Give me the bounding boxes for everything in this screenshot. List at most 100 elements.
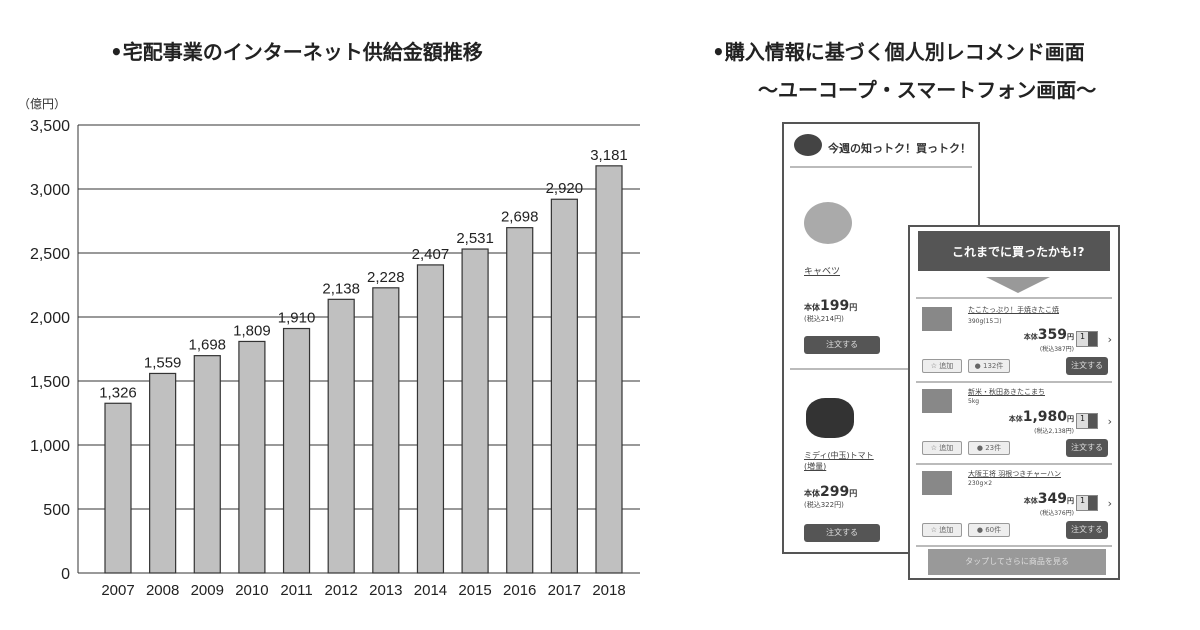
- weekly-header: 今週の知っトク！買っトク！: [828, 142, 971, 155]
- data-label: 2,407: [412, 246, 450, 263]
- price: 359: [1037, 327, 1067, 343]
- bar-2009: [193, 355, 221, 574]
- data-label: 1,698: [188, 337, 226, 354]
- item-name[interactable]: ミディ(中玉)トマト(増量): [804, 451, 874, 471]
- x-tick-label: 2008: [146, 582, 179, 599]
- item-name[interactable]: 大阪王将 羽根つきチャーハン: [968, 470, 1062, 478]
- x-tick-label: 2010: [235, 582, 268, 599]
- item-name[interactable]: たこたっぷり！手焼きたこ焼: [968, 306, 1059, 314]
- order-button[interactable]: 注文する: [1066, 521, 1108, 539]
- quantity-select[interactable]: 1: [1076, 495, 1098, 511]
- price-label: 本体: [1008, 415, 1023, 423]
- price-label: 本体: [1023, 497, 1038, 505]
- y-tick-label: 0: [61, 566, 70, 583]
- tax-price: (税込214円): [804, 315, 844, 323]
- arrow-down-icon: [986, 277, 1050, 293]
- yen: 円: [1067, 497, 1074, 505]
- data-label: 1,559: [144, 354, 182, 371]
- recommend-header-bar: これまでに買ったかも!?: [918, 231, 1110, 271]
- bar-2018: [595, 165, 623, 574]
- item-name[interactable]: キャベツ: [804, 267, 841, 277]
- mascot-icon: [794, 134, 822, 156]
- y-tick-label: 2,000: [30, 310, 70, 327]
- price: 349: [1037, 491, 1067, 507]
- yen: 円: [849, 489, 858, 498]
- data-label: 3,181: [590, 147, 628, 164]
- bar-2008: [149, 372, 177, 574]
- chevron-right-icon[interactable]: ›: [1107, 497, 1112, 510]
- item-size: 390g(15コ): [968, 318, 1002, 325]
- bar-2015: [461, 248, 489, 574]
- reviews-button[interactable]: ● 23件: [968, 441, 1010, 455]
- data-label: 2,531: [456, 230, 494, 247]
- bar-2010: [238, 340, 266, 574]
- product-image: [922, 307, 952, 331]
- x-tick-label: 2009: [191, 582, 224, 599]
- yen: 円: [849, 303, 858, 312]
- chevron-right-icon[interactable]: ›: [1107, 415, 1112, 428]
- x-tick-label: 2014: [414, 582, 447, 599]
- y-tick-label: 1,000: [30, 438, 70, 455]
- x-tick-label: 2018: [592, 582, 625, 599]
- y-tick-label: 2,500: [30, 246, 70, 263]
- reviews-button[interactable]: ● 132件: [968, 359, 1010, 373]
- chevron-right-icon[interactable]: ›: [1107, 333, 1112, 346]
- quantity-select[interactable]: 1: [1076, 413, 1098, 429]
- chart-title: •宅配事業のインターネット供給金額推移: [110, 40, 483, 64]
- bar-2007: [104, 402, 132, 574]
- quantity-select[interactable]: 1: [1076, 331, 1098, 347]
- price-label: 本体: [804, 489, 820, 498]
- yen: 円: [1067, 333, 1074, 341]
- bar-chart: （億円） 0 500 1,000 1,500 2,000 2,500 3,000 3,500 1,…: [18, 97, 640, 599]
- data-label: 1,809: [233, 322, 271, 339]
- item-name[interactable]: 新米・秋田あきたこまち: [968, 388, 1045, 396]
- y-tick-label: 1,500: [30, 374, 70, 391]
- data-label: 1,326: [99, 384, 137, 401]
- tax-price: (税込387円): [1039, 346, 1074, 353]
- x-tick-label: 2007: [101, 582, 134, 599]
- price-label: 本体: [1023, 333, 1038, 341]
- favorite-button[interactable]: ☆ 追加: [922, 441, 962, 455]
- order-button[interactable]: 注文する: [804, 336, 880, 354]
- y-tick-label: 3,000: [30, 182, 70, 199]
- reviews-count: 60件: [985, 526, 1002, 534]
- price-label: 本体: [804, 303, 820, 312]
- price: 299: [820, 484, 850, 500]
- favorite-label: 追加: [939, 444, 954, 452]
- y-tick-label: 500: [43, 502, 70, 519]
- bar-2014: [416, 264, 445, 574]
- item-size: 230g×2: [968, 480, 993, 487]
- order-button[interactable]: 注文する: [1066, 439, 1108, 457]
- product-image: [922, 389, 952, 413]
- data-label: 2,228: [367, 269, 405, 286]
- order-button[interactable]: 注文する: [804, 524, 880, 542]
- order-button[interactable]: 注文する: [1066, 357, 1108, 375]
- data-label: 1,910: [278, 310, 316, 327]
- tax-price: (税込2,138円): [1034, 428, 1074, 435]
- bar-2011: [282, 327, 311, 574]
- favorite-label: 追加: [939, 526, 954, 534]
- phone-screen-recommend: これまでに買ったかも!? たこたっぷり！手焼きたこ焼 390g(15コ) 本体3…: [908, 225, 1120, 580]
- x-tick-label: 2016: [503, 582, 536, 599]
- favorite-button[interactable]: ☆ 追加: [922, 359, 962, 373]
- favorite-button[interactable]: ☆ 追加: [922, 523, 962, 537]
- y-tick-label: 3,500: [30, 118, 70, 135]
- reviews-count: 132件: [982, 362, 1004, 370]
- x-tick-label: 2017: [548, 582, 581, 599]
- reviews-count: 23件: [985, 444, 1002, 452]
- x-tick-label: 2015: [458, 582, 491, 599]
- tax-price: (税込322円): [804, 501, 844, 509]
- bar-2013: [372, 287, 400, 574]
- price: 1,980: [1022, 409, 1067, 425]
- x-tick-label: 2011: [280, 582, 312, 599]
- data-label: 2,920: [546, 180, 584, 197]
- y-axis-unit: （億円）: [18, 97, 66, 111]
- recommend-title: •購入情報に基づく個人別レコメンド画面: [712, 40, 1085, 64]
- cabbage-image: [804, 202, 852, 244]
- favorite-label: 追加: [939, 362, 954, 370]
- item-size: 5kg: [968, 398, 980, 405]
- see-more-button[interactable]: タップしてさらに商品を見る: [928, 549, 1106, 575]
- x-tick-label: 2012: [324, 582, 357, 599]
- recommend-subtitle: 〜ユーコープ・スマートフォン画面〜: [758, 78, 1097, 102]
- reviews-button[interactable]: ● 60件: [968, 523, 1010, 537]
